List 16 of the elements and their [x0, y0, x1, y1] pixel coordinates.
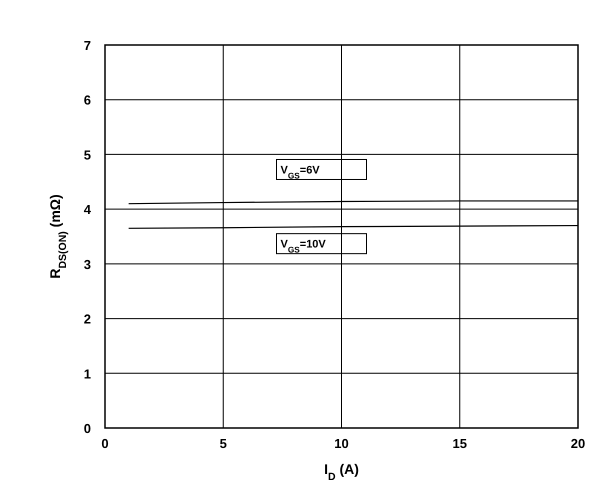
x-tick-label: 20	[570, 436, 586, 451]
y-tick-label: 0	[84, 421, 91, 436]
x-tick-label: 10	[334, 436, 349, 451]
x-tick-label: 0	[101, 436, 109, 451]
y-tick-label: 4	[84, 202, 92, 218]
y-tick-label: 3	[84, 256, 91, 272]
y-tick-label: 1	[84, 366, 91, 382]
y-tick-label: 6	[84, 92, 91, 108]
y-tick-label: 7	[84, 38, 91, 53]
x-tick-label: 15	[452, 436, 467, 451]
x-tick-label: 5	[220, 436, 227, 451]
x-axis-title: I$_{D}$ (A)	[324, 461, 359, 483]
y-tick-label: 5	[84, 147, 91, 162]
series-label: V$_{GS}$=6V	[280, 164, 320, 180]
series-label: V$_{GS}$=10V	[280, 238, 326, 254]
y-tick-label: 2	[84, 312, 91, 327]
